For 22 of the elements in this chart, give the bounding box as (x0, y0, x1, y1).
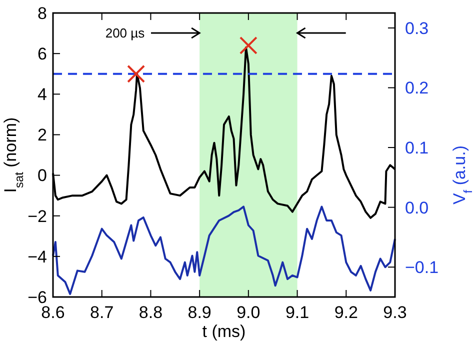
y-tick-label: 6 (38, 44, 47, 64)
y2-tick-label: 0.1 (405, 138, 429, 158)
y2-tick-label: −0.1 (405, 258, 439, 278)
line-series (52, 206, 396, 296)
x-tick-label: 8.8 (138, 303, 163, 322)
y-tick-label: −2 (28, 206, 47, 226)
x-tick-label: 8.7 (90, 303, 114, 322)
x-tick-label: 8.9 (188, 303, 212, 322)
x-tick-label: 9.1 (285, 303, 310, 322)
y-tick-label: −4 (28, 247, 47, 266)
y-tick-label: 0 (38, 166, 47, 186)
y-tick-label: 2 (38, 126, 47, 145)
y-tick-label: 4 (38, 85, 47, 104)
x-tick-label: 9.0 (236, 303, 260, 322)
annotation: 200 µs (105, 26, 146, 41)
y2-tick-label: 0.3 (405, 18, 429, 38)
y-tick-label: 8 (38, 4, 47, 23)
x-tick-label: 9.3 (383, 303, 407, 322)
y2-tick-label: 0.0 (405, 198, 429, 218)
y2-tick-label: 0.2 (405, 78, 429, 98)
x-tick-label: 9.2 (334, 303, 358, 322)
x-axis-title: t (ms) (202, 322, 246, 341)
